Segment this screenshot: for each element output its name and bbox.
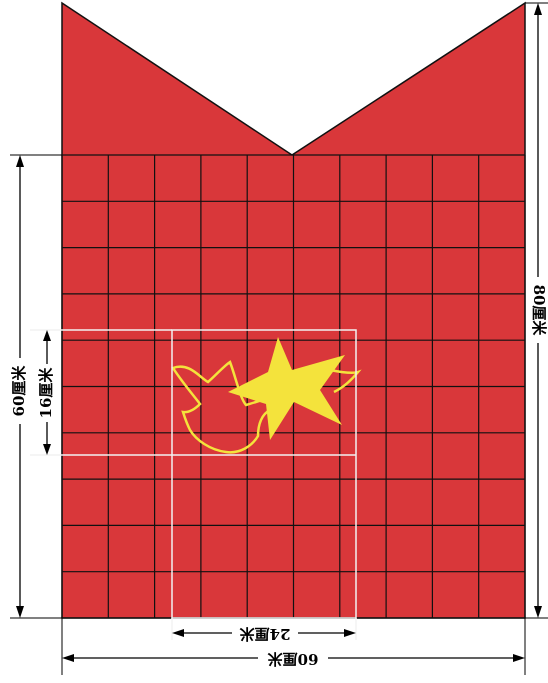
- label-bottom-width: 60厘米: [267, 650, 319, 668]
- dove-tail: [329, 368, 362, 394]
- label-inner-height: 16厘米: [37, 367, 55, 419]
- grid-lines: [61, 154, 526, 619]
- label-right-height: 80厘米: [530, 285, 548, 337]
- dimension-inner-width: 24厘米: [172, 624, 356, 643]
- dimension-right-height: 80厘米: [525, 2, 548, 619]
- label-inner-width: 24厘米: [239, 625, 291, 643]
- dimension-left-height: 60厘米: [10, 154, 62, 619]
- dimension-inner-height: 16厘米: [37, 330, 55, 455]
- dove-outline: [171, 360, 272, 454]
- star: [228, 337, 345, 440]
- emblem: [171, 337, 362, 454]
- label-left-height: 60厘米: [10, 365, 28, 417]
- dimension-bottom-width: 60厘米: [61, 618, 526, 675]
- inner-guide-rect: [171, 329, 357, 619]
